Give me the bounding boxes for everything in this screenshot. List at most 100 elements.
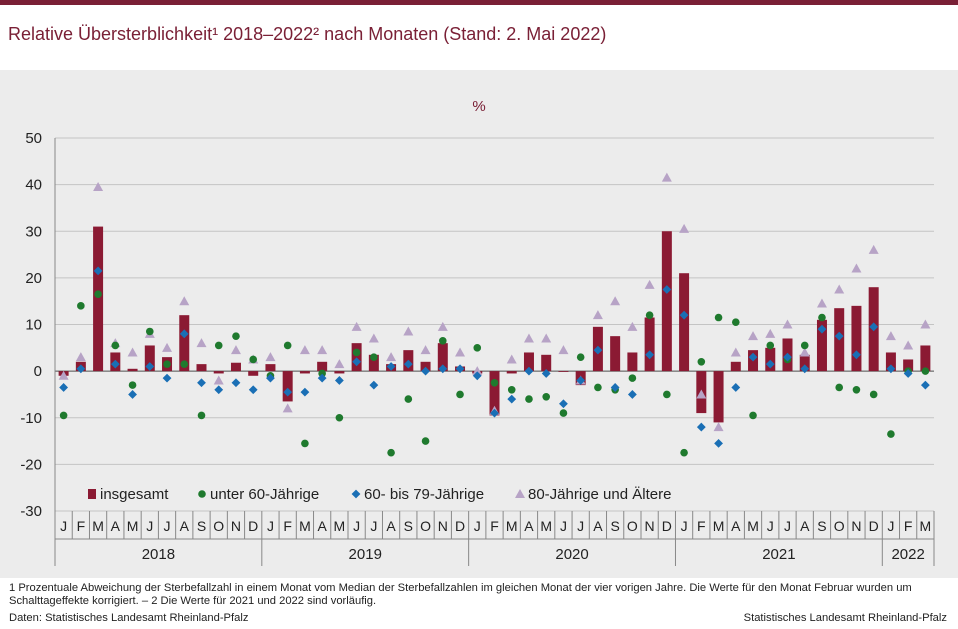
x-tick-label: J [60, 518, 67, 534]
point-60-79 [783, 352, 792, 362]
point-80-plus [506, 354, 517, 364]
point-60-79 [110, 359, 120, 369]
point-unter-60 [473, 344, 482, 352]
y-axis: -30 -20 -10 0 10 20 30 40 50 [20, 130, 56, 520]
point-60-79 [266, 373, 275, 383]
x-tick-label: A [386, 518, 396, 534]
x-tick-label: M [713, 518, 725, 534]
y-tick-label: 50 [25, 130, 42, 147]
point-unter-60 [835, 383, 844, 392]
bar-insgesamt [144, 345, 155, 372]
x-tick-label: D [248, 518, 258, 534]
point-unter-60 [869, 390, 878, 399]
x-tick-label: M [540, 518, 552, 534]
point-unter-60 [697, 358, 706, 366]
point-60-79 [128, 390, 137, 399]
point-60-79 [593, 345, 603, 355]
x-tick-label: S [404, 518, 413, 534]
point-unter-60 [387, 448, 395, 457]
point-80-plus [730, 347, 741, 357]
bar-insgesamt [420, 361, 431, 372]
point-unter-60 [731, 318, 740, 326]
bar-insgesamt [558, 371, 569, 372]
point-60-79 [507, 394, 517, 404]
legend-swatch-triangle [515, 489, 525, 498]
point-60-79 [59, 383, 69, 392]
point-60-79 [869, 322, 879, 332]
point-80-plus [265, 352, 276, 362]
x-tick-label: O [627, 518, 638, 534]
point-80-plus [230, 345, 241, 355]
point-unter-60 [680, 448, 688, 457]
point-60-79 [610, 383, 620, 392]
x-tick-label: O [834, 518, 845, 534]
y-tick-label: 40 [25, 177, 42, 194]
x-tick-label: O [213, 518, 224, 534]
point-60-79 [731, 383, 741, 392]
point-80-plus [868, 244, 879, 254]
point-80-plus [713, 422, 724, 432]
legend-label: unter 60-Jährige [210, 486, 319, 503]
x-tick-label: J [370, 518, 377, 534]
point-unter-60 [421, 437, 430, 445]
point-80-plus [920, 319, 931, 329]
x-tick-label: F [77, 518, 86, 534]
point-60-79 [352, 357, 362, 367]
point-60-79 [627, 390, 637, 399]
point-80-plus [282, 403, 293, 413]
chart-title: Relative Übersterblichkeit¹ 2018–2022² n… [8, 24, 607, 44]
point-60-79 [490, 408, 499, 418]
point-80-plus [179, 296, 190, 306]
point-unter-60 [818, 313, 826, 322]
legend-swatch-diamond [351, 489, 361, 499]
point-unter-60 [663, 390, 671, 399]
x-tick-label: S [610, 518, 619, 534]
point-unter-60 [490, 378, 499, 387]
bar-insgesamt [644, 317, 655, 372]
x-tick-label: M [334, 518, 346, 534]
point-60-79 [920, 380, 930, 390]
bar-insgesamt [541, 354, 552, 372]
point-60-79 [369, 380, 379, 390]
bar-insgesamt [903, 359, 914, 372]
legend-label: insgesamt [100, 486, 169, 503]
point-60-79 [76, 364, 86, 374]
x-tick-label: S [817, 518, 826, 534]
point-unter-60 [921, 367, 930, 375]
x-tick-label: J [560, 518, 567, 534]
point-60-79 [800, 364, 810, 374]
x-tick-label: M [506, 518, 518, 534]
point-80-plus [420, 345, 431, 355]
bar-insgesamt [230, 362, 241, 372]
bar-insgesamt [679, 273, 690, 372]
point-80-plus [592, 310, 603, 320]
bar-insgesamt [506, 371, 517, 374]
x-tick-label: J [767, 518, 774, 534]
point-80-plus [679, 223, 690, 233]
bar-insgesamt [196, 364, 207, 372]
point-80-plus [386, 352, 397, 362]
bar-insgesamt [299, 371, 310, 374]
bar-insgesamt [489, 371, 500, 416]
y-tick-label: 20 [25, 270, 42, 287]
bar-insgesamt [368, 354, 379, 372]
point-80-plus [196, 338, 207, 348]
point-unter-60 [645, 311, 654, 319]
legend-swatch-bar [88, 489, 96, 499]
y-tick-label: 30 [25, 223, 42, 240]
x-tick-label: M [127, 518, 139, 534]
x-tick-label: M [747, 518, 759, 534]
legend-swatch-circle [198, 490, 206, 498]
x-tick-label: M [920, 518, 932, 534]
y-tick-label: -10 [20, 410, 42, 427]
x-tick-label: J [681, 518, 688, 534]
x-tick-label: J [353, 518, 360, 534]
point-80-plus [765, 328, 776, 338]
point-60-79 [903, 369, 913, 378]
point-unter-60 [180, 360, 189, 368]
y-tick-label: 0 [34, 363, 42, 380]
x-tick-label: A [180, 518, 190, 534]
bar-insgesamt [179, 315, 190, 372]
